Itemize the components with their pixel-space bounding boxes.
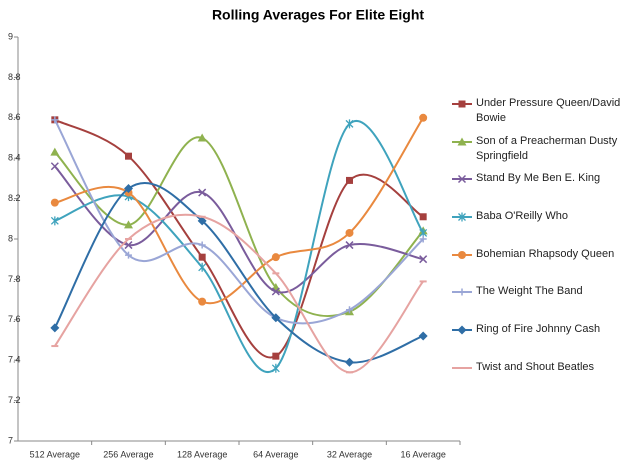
marker	[458, 212, 466, 222]
marker	[50, 216, 59, 226]
legend-item: Bohemian Rhapsody Queen	[452, 247, 632, 285]
marker	[198, 253, 206, 261]
series-line	[54, 120, 425, 373]
legend-item: Son of a Preacherman Dusty Springfield	[452, 134, 632, 172]
marker	[271, 287, 280, 296]
y-tick-label: 8	[8, 233, 13, 243]
y-tick-label: 8.6	[8, 112, 21, 122]
legend: Under Pressure Queen/David Bowie Son of a…	[452, 96, 632, 398]
legend-swatch	[452, 288, 472, 296]
legend-swatch	[452, 212, 472, 222]
legend-label: Stand By Me Ben E. King	[476, 172, 601, 185]
y-tick-label: 9	[8, 31, 13, 41]
marker	[124, 241, 133, 250]
legend-swatch	[452, 175, 472, 184]
legend-label: Bohemian Rhapsody Queen	[476, 247, 615, 260]
marker	[125, 251, 132, 259]
x-tick-label: 512 Average	[30, 449, 80, 459]
marker	[345, 119, 354, 129]
marker	[50, 198, 59, 207]
marker	[50, 323, 60, 333]
legend-swatch	[452, 100, 472, 108]
x-tick-label: 16 Average	[400, 449, 445, 459]
marker	[271, 313, 281, 323]
y-tick-label: 7.6	[8, 314, 21, 324]
marker	[458, 288, 466, 296]
chart-title: Rolling Averages For Elite Eight	[212, 7, 424, 23]
marker	[457, 175, 467, 184]
marker	[198, 188, 207, 197]
marker	[457, 325, 467, 335]
legend-item: Under Pressure Queen/David Bowie	[452, 96, 632, 134]
legend-label: Son of a Preacherman Dusty Springfield	[476, 134, 618, 162]
marker	[458, 250, 466, 259]
marker	[345, 357, 354, 367]
marker	[419, 255, 428, 264]
series-line	[53, 119, 424, 325]
marker	[419, 113, 428, 122]
legend-item: Ring of Fire Johnny Cash	[452, 322, 632, 360]
y-tick-label: 8.4	[8, 153, 21, 163]
marker	[198, 262, 207, 272]
legend-label: Under Pressure Queen/David Bowie	[476, 97, 621, 124]
marker	[457, 137, 467, 146]
legend-label: Ring of Fire Johnny Cash	[476, 323, 601, 336]
marker	[124, 184, 133, 193]
x-tick-label: 32 Average	[327, 449, 372, 459]
legend-label: The Weight The Band	[476, 285, 583, 298]
legend-label: Twist and Shout Beatles	[476, 360, 595, 373]
marker	[197, 216, 207, 226]
marker	[125, 152, 132, 160]
legend-item: Twist and Shout Beatles	[452, 360, 632, 398]
y-tick-label: 7.4	[8, 355, 21, 365]
marker	[345, 228, 354, 237]
marker	[346, 306, 353, 314]
legend-label: Baba O'Reilly Who	[476, 210, 568, 223]
x-tick-label: 256 Average	[103, 449, 153, 459]
marker	[418, 331, 428, 341]
marker	[345, 241, 354, 250]
y-tick-label: 7.2	[8, 395, 21, 405]
marker	[50, 147, 60, 156]
legend-item: The Weight The Band	[452, 284, 632, 322]
legend-swatch	[452, 250, 472, 259]
series-line	[54, 136, 424, 318]
marker	[419, 213, 427, 221]
legend-swatch	[452, 325, 472, 335]
series-line	[54, 213, 424, 374]
marker	[271, 363, 280, 373]
y-tick-label: 7.8	[8, 274, 21, 284]
marker	[198, 297, 207, 306]
marker	[419, 235, 427, 243]
legend-swatch	[452, 137, 472, 146]
marker	[197, 133, 207, 142]
y-tick-label: 7	[8, 435, 13, 445]
marker	[124, 220, 133, 229]
x-tick-label: 128 Average	[177, 449, 227, 459]
marker	[198, 241, 206, 249]
y-tick-label: 8.2	[8, 193, 21, 203]
legend-item: Stand By Me Ben E. King	[452, 171, 632, 209]
legend-swatch	[452, 366, 472, 369]
marker	[51, 116, 59, 124]
y-tick-label: 8.8	[8, 72, 21, 82]
marker	[272, 352, 280, 360]
marker	[458, 100, 466, 108]
legend-item: Baba O'Reilly Who	[452, 209, 632, 247]
x-tick-label: 64 Average	[253, 449, 298, 459]
marker	[346, 176, 353, 184]
marker	[271, 253, 280, 262]
marker	[50, 162, 59, 171]
